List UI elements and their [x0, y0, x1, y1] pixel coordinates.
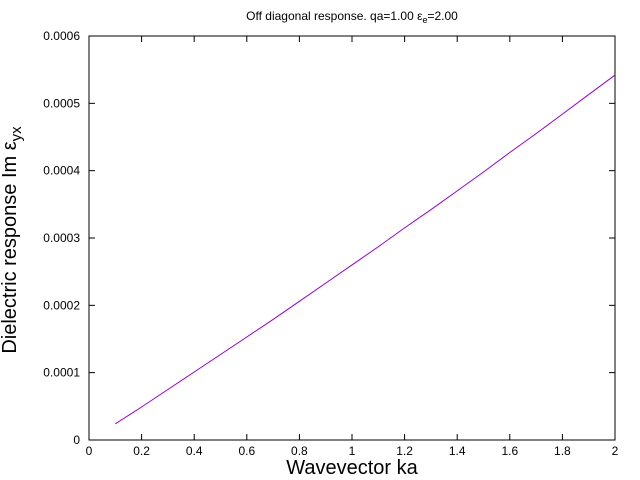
y-tick-label: 0.0004 — [43, 164, 80, 178]
x-tick-label: 1.4 — [449, 444, 466, 458]
y-tick-label: 0.0005 — [43, 96, 80, 110]
x-tick-label: 0.4 — [186, 444, 203, 458]
x-tick-label: 0.2 — [133, 444, 150, 458]
title-text: Off diagonal response. qa=1.00 ε — [246, 9, 423, 23]
x-tick-label: 2 — [612, 444, 619, 458]
title-subscript: e — [422, 15, 427, 25]
x-tick-label: 0.6 — [238, 444, 255, 458]
y-axis-label: Dielectric response Im εyx — [0, 126, 25, 354]
y-tick-label: 0.0002 — [43, 298, 80, 312]
data-line — [115, 74, 616, 425]
x-tick-label: 1.6 — [501, 444, 518, 458]
y-label-subscript: yx — [8, 126, 25, 142]
title-text: =2.00 — [427, 9, 458, 23]
plot-frame — [88, 35, 616, 441]
y-tick-label: 0.0006 — [43, 29, 80, 43]
y-label-text: Dielectric response Im ε — [0, 141, 21, 353]
x-tick-label: 0 — [86, 444, 93, 458]
chart-title: Off diagonal response. qa=1.00 εe=2.00 — [246, 9, 458, 25]
x-tick-label: 1 — [349, 444, 356, 458]
x-tick-label: 1.8 — [554, 444, 571, 458]
x-tick-label: 0.8 — [291, 444, 308, 458]
y-tick-label: 0 — [73, 433, 80, 447]
y-tick-label: 0.0003 — [43, 231, 80, 245]
x-tick-label: 1.2 — [396, 444, 413, 458]
y-tick-label: 0.0001 — [43, 366, 80, 380]
x-axis-label: Wavevector ka — [286, 457, 418, 479]
